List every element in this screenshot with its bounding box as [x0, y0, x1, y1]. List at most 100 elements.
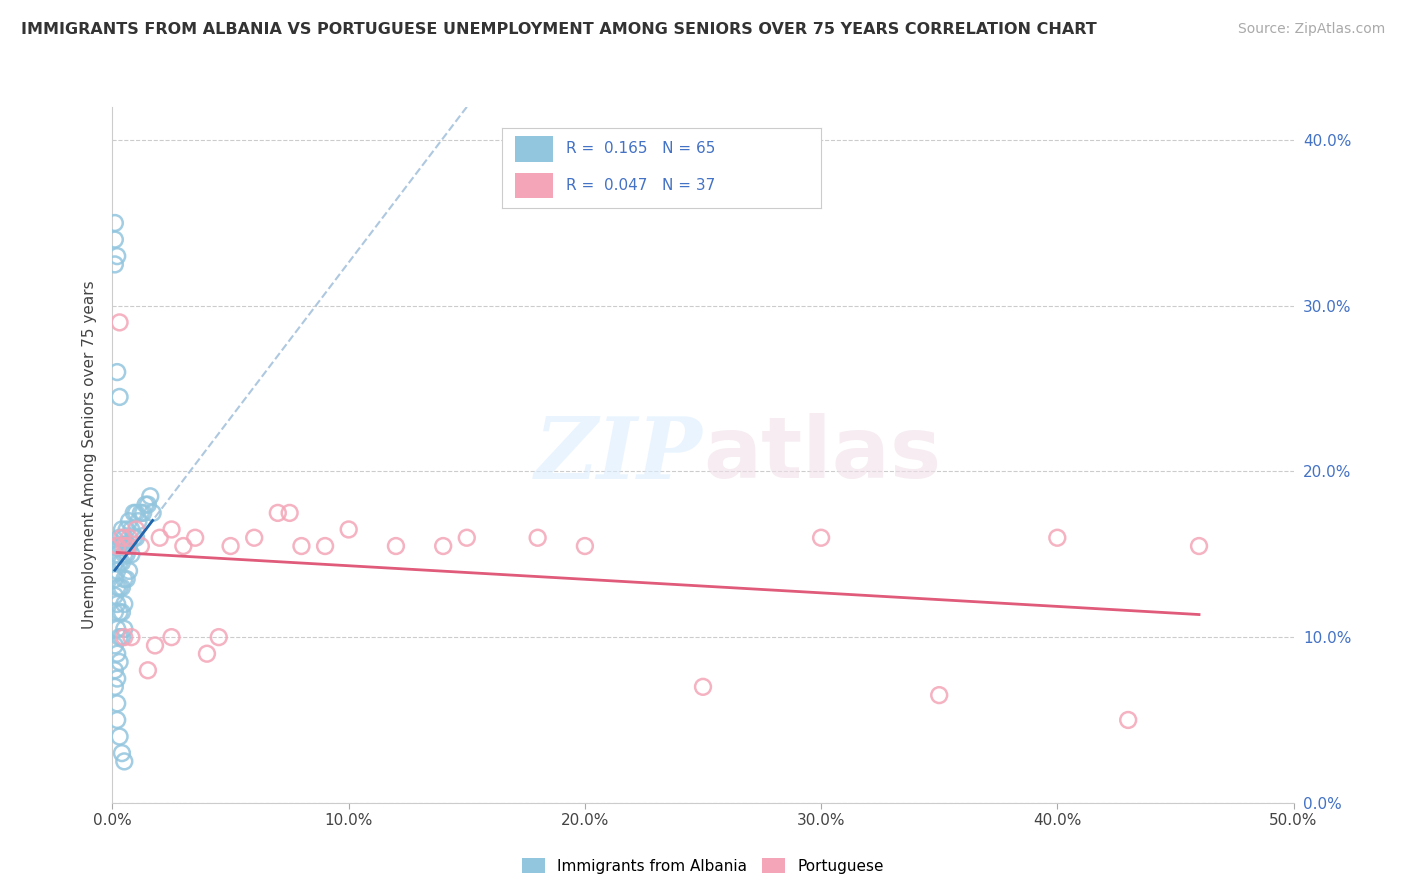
Y-axis label: Unemployment Among Seniors over 75 years: Unemployment Among Seniors over 75 years [82, 281, 97, 629]
Point [149, 531, 172, 545]
Text: R =  0.165   N = 65: R = 0.165 N = 65 [567, 141, 716, 156]
Point [112, 531, 135, 545]
Point [104, 605, 127, 619]
Point [108, 315, 131, 329]
Point [267, 506, 290, 520]
Point [432, 539, 454, 553]
Point [105, 713, 128, 727]
Point [108, 531, 131, 545]
Point [105, 564, 128, 578]
Point [125, 506, 148, 520]
Point [172, 539, 194, 553]
Point [120, 523, 142, 537]
Point [105, 539, 128, 553]
Point [104, 216, 127, 230]
Legend: Immigrants from Albania, Portuguese: Immigrants from Albania, Portuguese [516, 852, 890, 880]
Point [111, 523, 134, 537]
Text: ZIP: ZIP [536, 413, 703, 497]
Point [278, 506, 301, 520]
Point [104, 539, 127, 553]
Point [104, 663, 127, 677]
Text: R =  0.047   N = 37: R = 0.047 N = 37 [567, 178, 716, 193]
Point [208, 630, 231, 644]
Point [1046, 531, 1069, 545]
Point [105, 581, 128, 595]
Point [105, 249, 128, 263]
Point [104, 233, 127, 247]
Point [105, 697, 128, 711]
Point [139, 489, 162, 503]
Point [692, 680, 714, 694]
Bar [515, 136, 553, 161]
Bar [515, 173, 553, 198]
Point [108, 539, 131, 553]
Text: IMMIGRANTS FROM ALBANIA VS PORTUGUESE UNEMPLOYMENT AMONG SENIORS OVER 75 YEARS C: IMMIGRANTS FROM ALBANIA VS PORTUGUESE UN… [21, 22, 1097, 37]
Point [122, 506, 145, 520]
Point [112, 547, 135, 561]
Point [385, 539, 408, 553]
Point [112, 572, 135, 586]
Point [112, 597, 135, 611]
Point [928, 688, 950, 702]
Point [526, 531, 548, 545]
Point [105, 597, 128, 611]
Point [104, 556, 127, 570]
Point [129, 539, 152, 553]
Point [104, 639, 127, 653]
Point [120, 630, 142, 644]
Point [136, 663, 159, 677]
Point [105, 365, 128, 379]
Point [105, 622, 128, 636]
Point [1116, 713, 1139, 727]
Point [184, 531, 207, 545]
Point [122, 531, 145, 545]
Point [108, 390, 131, 404]
Text: Source: ZipAtlas.com: Source: ZipAtlas.com [1237, 22, 1385, 37]
Point [115, 539, 138, 553]
Point [456, 531, 478, 545]
Point [219, 539, 242, 553]
Point [111, 746, 134, 760]
Point [108, 655, 131, 669]
Point [108, 605, 131, 619]
Point [108, 730, 131, 744]
Point [127, 514, 149, 528]
Point [125, 531, 148, 545]
Point [160, 630, 183, 644]
Point [810, 531, 832, 545]
Point [243, 531, 266, 545]
Point [105, 547, 128, 561]
Point [337, 523, 360, 537]
Point [105, 539, 128, 553]
Point [143, 639, 166, 653]
Point [111, 630, 134, 644]
Point [135, 498, 157, 512]
Point [1188, 539, 1211, 553]
Point [108, 581, 131, 595]
Point [129, 506, 152, 520]
Point [108, 630, 131, 644]
Point [104, 589, 127, 603]
Point [105, 647, 128, 661]
Point [125, 523, 148, 537]
Point [314, 539, 336, 553]
Point [111, 556, 134, 570]
Point [574, 539, 596, 553]
Point [104, 572, 127, 586]
Point [132, 506, 155, 520]
Text: atlas: atlas [703, 413, 941, 497]
Point [104, 680, 127, 694]
Point [115, 523, 138, 537]
Point [118, 539, 141, 553]
Point [290, 539, 312, 553]
Point [111, 539, 134, 553]
Point [142, 506, 165, 520]
Point [115, 572, 138, 586]
Point [118, 514, 141, 528]
Point [160, 523, 183, 537]
Point [136, 498, 159, 512]
Point [120, 547, 142, 561]
Point [112, 630, 135, 644]
Point [118, 564, 141, 578]
Point [105, 672, 128, 686]
